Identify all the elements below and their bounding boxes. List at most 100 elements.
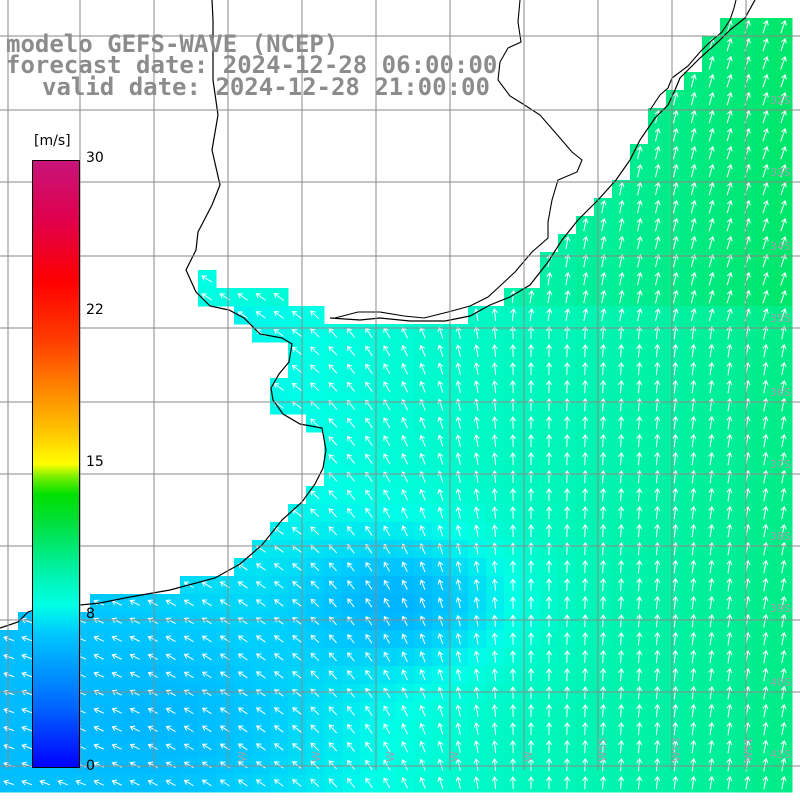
wind-arrow — [780, 325, 787, 340]
wind-arrow — [383, 579, 391, 590]
wind-arrow — [708, 109, 715, 124]
wind-arrow — [310, 742, 320, 752]
wind-arrow — [618, 667, 625, 682]
wind-arrow — [383, 759, 391, 771]
wind-arrow — [600, 595, 607, 610]
wind-arrow — [165, 761, 176, 768]
wind-arrow — [437, 597, 444, 609]
wind-arrow — [455, 362, 462, 375]
wind-arrow — [201, 617, 212, 625]
wind-arrow — [328, 778, 338, 788]
wind-arrow — [780, 433, 787, 448]
wind-arrow — [237, 743, 248, 751]
wind-arrow — [780, 505, 787, 520]
wind-arrow — [291, 310, 302, 319]
wind-arrow — [600, 649, 607, 664]
wind-arrow — [600, 505, 607, 520]
wind-arrow — [780, 361, 787, 376]
wind-arrow — [582, 235, 589, 250]
wind-arrow — [527, 758, 535, 772]
wind-arrow — [690, 739, 697, 754]
wind-arrow — [726, 308, 733, 322]
wind-arrow — [455, 578, 462, 591]
wind-arrow — [310, 310, 320, 320]
wind-arrow — [491, 344, 498, 357]
wind-arrow — [672, 343, 679, 358]
wind-arrow — [455, 380, 462, 393]
wind-arrow — [708, 505, 715, 520]
wind-arrow — [582, 415, 589, 430]
wind-arrow — [111, 743, 122, 750]
wind-arrow — [21, 779, 33, 786]
wind-arrow — [762, 595, 769, 610]
rio-de-la-plata-north-shore — [334, 0, 583, 319]
wind-arrow — [491, 686, 498, 699]
wind-arrow — [383, 363, 391, 375]
wind-arrow — [600, 613, 607, 628]
wind-arrow — [255, 761, 266, 769]
wind-arrow — [509, 686, 516, 699]
wind-arrow — [708, 775, 715, 790]
wind-arrow — [419, 740, 426, 753]
wind-arrow — [419, 597, 426, 608]
wind-arrow — [564, 253, 571, 268]
wind-arrow — [509, 380, 516, 394]
wind-arrow — [600, 308, 607, 322]
wind-arrow — [780, 775, 787, 790]
wind-arrow — [708, 325, 715, 340]
wind-arrow — [618, 649, 625, 664]
wind-arrow — [383, 525, 391, 537]
wind-arrow — [129, 617, 140, 624]
wind-arrow — [762, 667, 769, 682]
wind-arrow — [762, 613, 769, 628]
wind-arrow — [780, 577, 787, 592]
wind-arrow — [365, 345, 373, 357]
wind-arrow — [546, 560, 553, 573]
wind-arrow — [491, 650, 498, 663]
wind-arrow — [491, 578, 498, 591]
wind-arrow — [365, 363, 373, 375]
wind-arrow — [726, 703, 733, 718]
wind-arrow — [310, 418, 320, 428]
wind-arrow — [419, 380, 426, 393]
wind-arrow — [237, 653, 248, 661]
wind-arrow — [546, 632, 553, 645]
colorbar-unit: [m/s] — [34, 133, 71, 149]
wind-arrow — [419, 506, 426, 519]
wind-arrow — [183, 671, 194, 679]
wind-arrow — [437, 524, 444, 537]
wind-arrow — [292, 617, 302, 625]
latitude-label: 35S — [770, 312, 791, 325]
wind-arrow — [726, 505, 733, 520]
wind-arrow — [600, 289, 607, 304]
wind-arrow — [310, 364, 320, 374]
wind-arrow — [455, 758, 462, 771]
wind-arrow — [401, 525, 408, 537]
wind-arrow — [600, 559, 607, 574]
wind-arrow — [564, 434, 571, 448]
wind-arrow — [726, 73, 733, 88]
wind-arrow — [762, 721, 769, 736]
wind-arrow — [183, 689, 194, 697]
wind-arrow — [273, 689, 284, 697]
wind-arrow — [546, 289, 553, 304]
wind-arrow — [618, 235, 625, 250]
wind-arrow — [509, 416, 516, 430]
wind-arrow — [292, 653, 302, 661]
wind-arrow — [365, 525, 373, 536]
wind-arrow — [491, 506, 498, 519]
wind-arrow — [111, 707, 122, 714]
wind-arrow — [310, 634, 320, 644]
wind-arrow — [726, 127, 733, 142]
wind-arrow — [708, 379, 715, 394]
wind-arrow — [328, 562, 337, 572]
wind-arrow — [437, 740, 444, 753]
wind-arrow — [419, 704, 426, 717]
wind-arrow — [21, 653, 33, 660]
wind-arrow — [346, 453, 355, 464]
wind-arrow — [183, 635, 194, 643]
wind-arrow — [780, 613, 787, 628]
wind-arrow — [564, 308, 571, 322]
wind-arrow — [672, 559, 679, 574]
wind-arrow — [165, 707, 176, 714]
